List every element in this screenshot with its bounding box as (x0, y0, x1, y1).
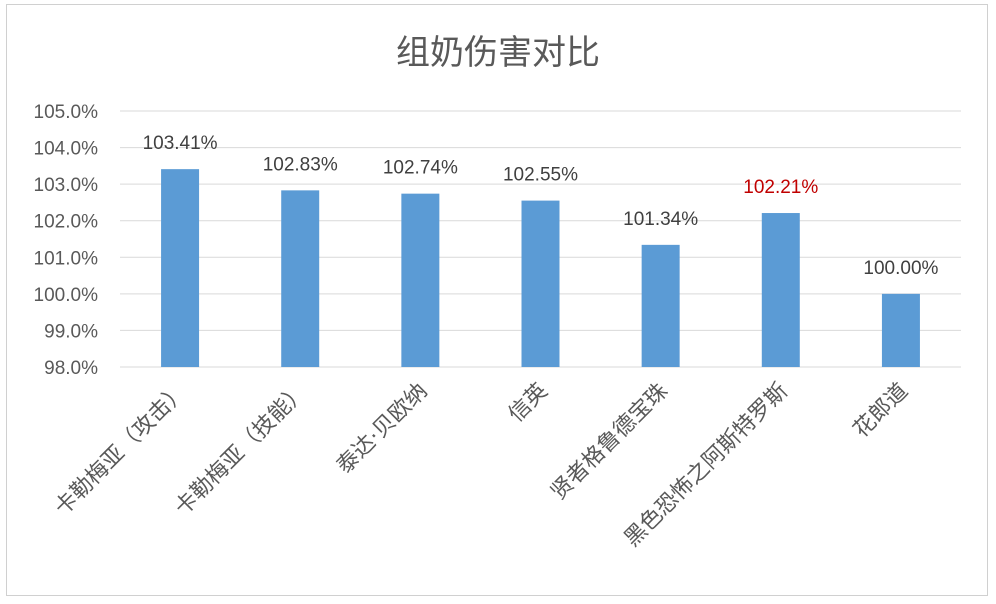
x-category-label: 泰达·贝欧纳 (332, 379, 432, 479)
data-label: 102.55% (503, 165, 578, 186)
x-category-label: 信英 (504, 379, 553, 428)
data-label: 103.41% (143, 133, 218, 154)
bars (161, 169, 920, 367)
bar (161, 169, 200, 367)
data-label: 102.74% (383, 158, 458, 179)
y-tick-label: 105.0% (34, 102, 99, 123)
x-category-label: 卡勒梅亚（技能） (170, 379, 312, 521)
data-labels: 103.41% 102.83% 102.74% 102.55% 101.34% 102.2… (143, 133, 939, 279)
bar (281, 190, 320, 367)
y-tick-label: 103.0% (34, 175, 99, 196)
y-tick-label: 101.0% (34, 248, 99, 269)
y-axis-ticks: 98.0% 99.0% 100.0% 101.0% 102.0% 103.0% 104.0%… (34, 102, 99, 379)
data-label: 102.21% (743, 177, 818, 198)
x-axis-categories: 卡勒梅亚（攻击）卡勒梅亚（技能） 泰达·贝欧纳 信英贤者格鲁德宝珠黑色恐怖之阿斯特罗… (50, 379, 913, 552)
chart-title: 组奶伤害对比 (396, 33, 600, 73)
data-label: 101.34% (623, 209, 698, 230)
x-category-label: 贤者格鲁德宝珠 (546, 379, 673, 506)
data-label: 100.00% (863, 258, 938, 279)
bar (881, 293, 920, 367)
x-category-label: 花郎道 (849, 379, 913, 443)
bar (401, 193, 440, 367)
bar (521, 200, 560, 367)
y-tick-label: 102.0% (34, 212, 99, 233)
bar (641, 244, 680, 367)
x-category-label: 卡勒梅亚（攻击） (50, 379, 192, 521)
y-tick-label: 104.0% (34, 139, 99, 160)
y-tick-label: 98.0% (44, 358, 98, 379)
data-label: 102.83% (263, 154, 338, 175)
y-tick-label: 99.0% (44, 321, 98, 342)
bar (761, 213, 800, 367)
y-tick-label: 100.0% (34, 285, 99, 306)
